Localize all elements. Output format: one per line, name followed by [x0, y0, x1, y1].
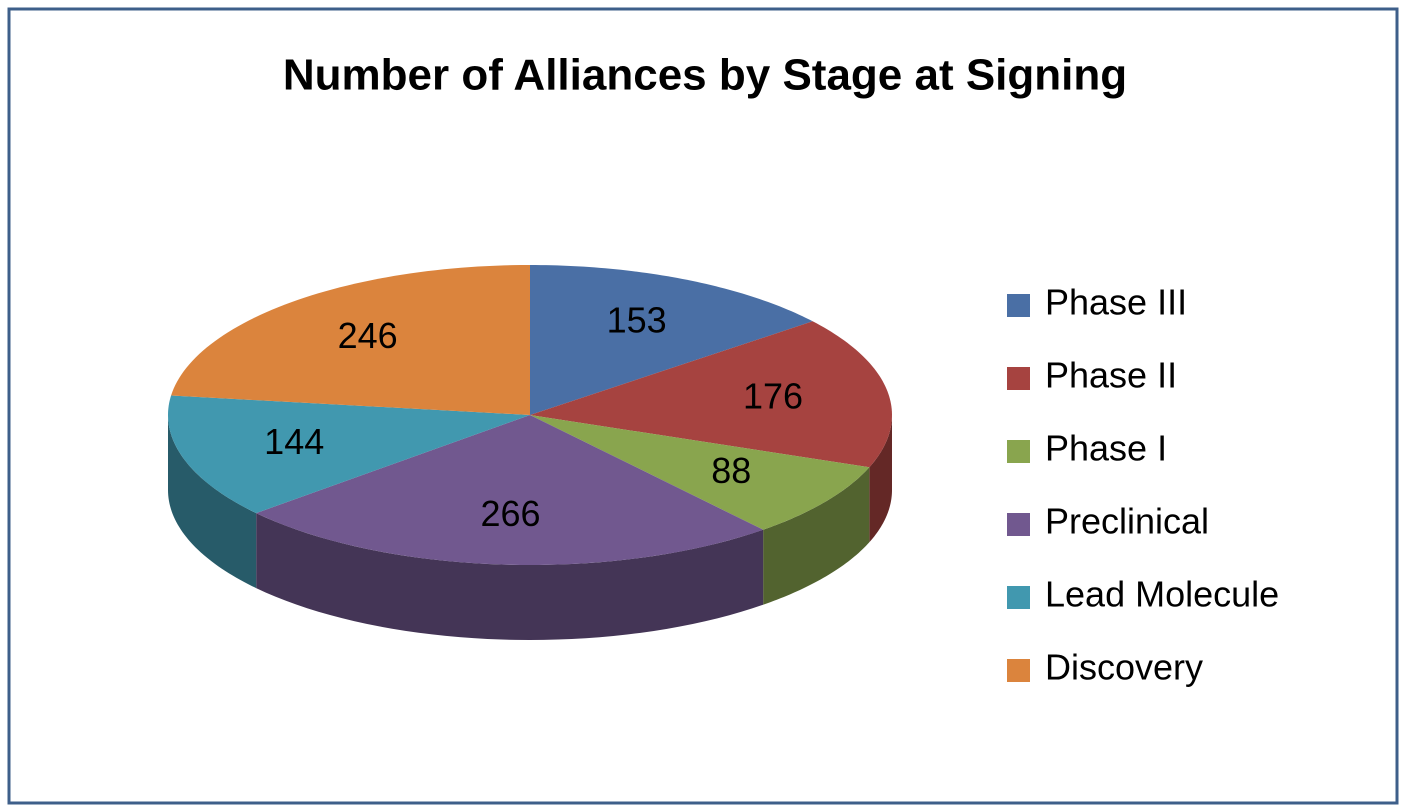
slice	[530, 415, 870, 530]
data-label: 144	[264, 421, 324, 462]
chart-title: Number of Alliances by Stage at Signing	[283, 51, 1127, 100]
slice-side	[869, 415, 892, 543]
legend-swatch	[1007, 586, 1030, 609]
slice	[256, 415, 764, 565]
data-label: 266	[481, 493, 541, 534]
slice	[171, 265, 530, 415]
legend-swatch	[1007, 513, 1030, 536]
legend-swatch	[1007, 440, 1030, 463]
legend-label: Phase III	[1045, 282, 1187, 323]
legend-swatch	[1007, 659, 1030, 682]
data-label: 88	[711, 450, 751, 491]
slice-side	[168, 415, 257, 589]
slice	[530, 265, 813, 415]
legend-label: Discovery	[1045, 647, 1203, 688]
legend-label: Lead Molecule	[1045, 574, 1279, 615]
legend-swatch	[1007, 294, 1030, 317]
legend-label: Phase II	[1045, 355, 1177, 396]
slice	[530, 321, 892, 468]
data-label: 153	[607, 300, 667, 341]
legend-swatch	[1007, 367, 1030, 390]
slice-side	[763, 467, 870, 605]
legend-label: Preclinical	[1045, 501, 1209, 542]
slice	[168, 395, 530, 514]
data-label: 176	[743, 375, 803, 416]
slice-side	[256, 513, 764, 640]
legend-label: Phase I	[1045, 428, 1167, 469]
data-label: 246	[338, 315, 398, 356]
